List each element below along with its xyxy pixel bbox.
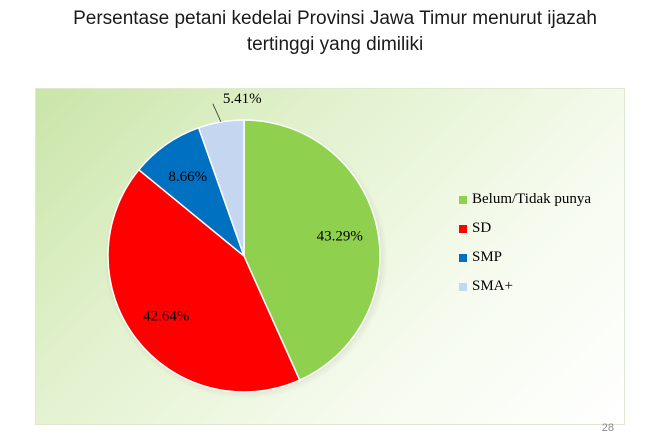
pie-chart: 43.29% 42.64% 8.66% 5.41%: [104, 91, 388, 399]
legend-label-sd: SD: [472, 220, 492, 236]
legend-swatch-smp: [459, 253, 467, 262]
data-label-smp: 8.66%: [168, 169, 207, 185]
legend-swatch-sma-plus: [459, 282, 467, 291]
legend-item-smp: SMP: [459, 243, 591, 272]
title-line-2: tertinggi yang dimiliki: [246, 34, 424, 55]
chart-area: 43.29% 42.64% 8.66% 5.41% Belum/Tidak punya…: [35, 88, 625, 425]
pie-slice-belum-tidak-punya: [243, 119, 381, 382]
title-line-1: Persentase petani kedelai Provinsi Jawa …: [73, 8, 597, 29]
legend: Belum/Tidak punya SD SMP SMA+: [459, 185, 591, 301]
legend-label-smp: SMP: [472, 249, 503, 265]
pie-slice-sma-plus: [197, 119, 245, 257]
data-label-sd: 42.64%: [143, 308, 189, 324]
legend-item-sma-plus: SMA+: [459, 272, 591, 301]
data-label-sma-plus: 5.41%: [223, 91, 262, 107]
legend-item-belum-tidak-punya: Belum/Tidak punya: [459, 185, 591, 214]
legend-swatch-belum-tidak-punya: [459, 195, 467, 204]
leader-line-sma-plus: [212, 103, 222, 123]
legend-item-sd: SD: [459, 214, 591, 243]
pie-slice-sd: [107, 168, 301, 393]
legend-label-sma-plus: SMA+: [472, 278, 513, 294]
page-number: 28: [601, 422, 614, 434]
legend-swatch-sd: [459, 224, 467, 233]
chart-title: Persentase petani kedelai Provinsi Jawa …: [40, 6, 630, 58]
data-label-belum-tidak-punya: 43.29%: [317, 229, 363, 245]
legend-label-belum-tidak-punya: Belum/Tidak punya: [472, 191, 592, 207]
